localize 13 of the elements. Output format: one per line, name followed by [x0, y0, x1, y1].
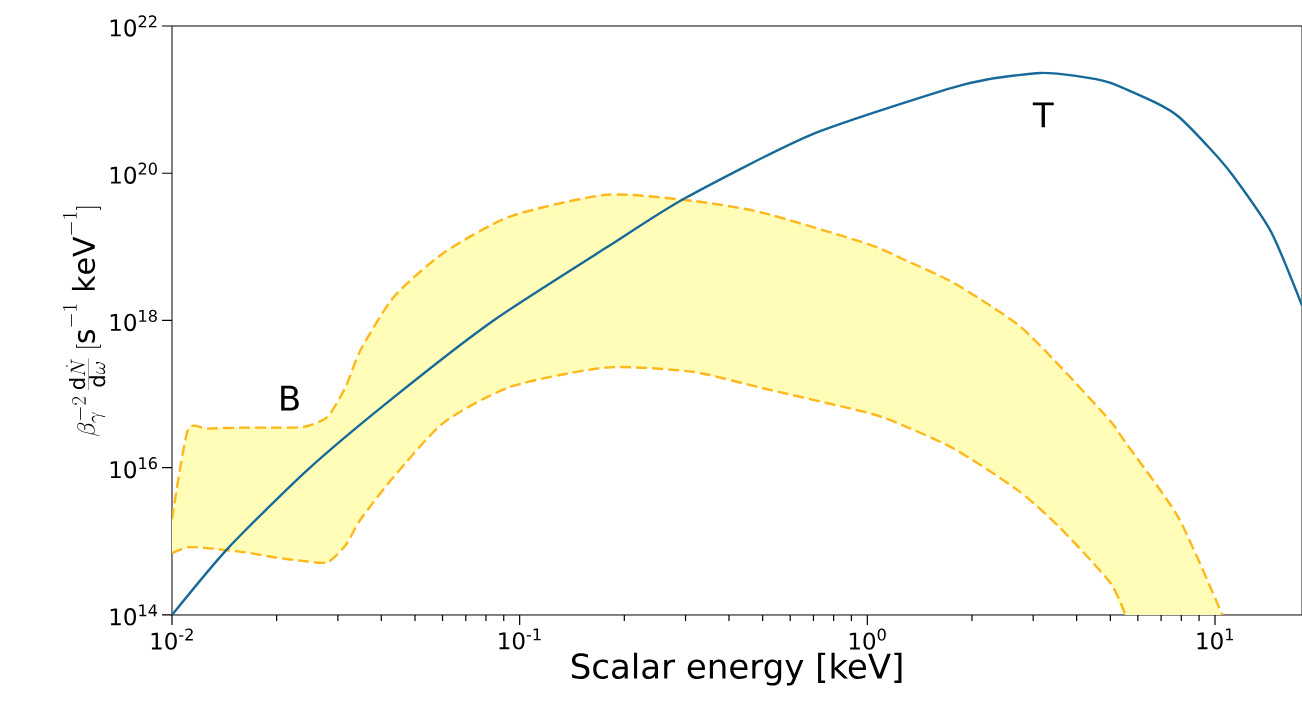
y-tick-label: 10$^{20}$ — [110, 162, 157, 184]
y-tick-label: 10$^{18}$ — [110, 309, 157, 332]
y-tick-label: 10$^{22}$ — [110, 15, 157, 37]
annotation: T — [1032, 102, 1054, 128]
x-tick-label: 10$^{1}$ — [1197, 628, 1234, 650]
y-tick-label: 10$^{16}$ — [110, 457, 157, 479]
y-tick-label: 10$^{14}$ — [110, 604, 158, 626]
x-tick-label: 10$^{-2}$ — [151, 628, 193, 650]
x-axis-title: Scalar energy [keV] — [571, 652, 902, 686]
annotation: B — [281, 385, 299, 411]
x-tick-label: 10$^{0}$ — [849, 628, 886, 650]
y-axis-title: $\beta_{\gamma}^{-2}\,\frac{\mathrm{d}\dot{N}}{\mathrm{d}\omega}\;[\mathrm{s}^{-1}\ \mathrm{keV}^{-1}]$ — [62, 206, 106, 437]
x-tick-label: 10$^{-1}$ — [499, 628, 541, 650]
